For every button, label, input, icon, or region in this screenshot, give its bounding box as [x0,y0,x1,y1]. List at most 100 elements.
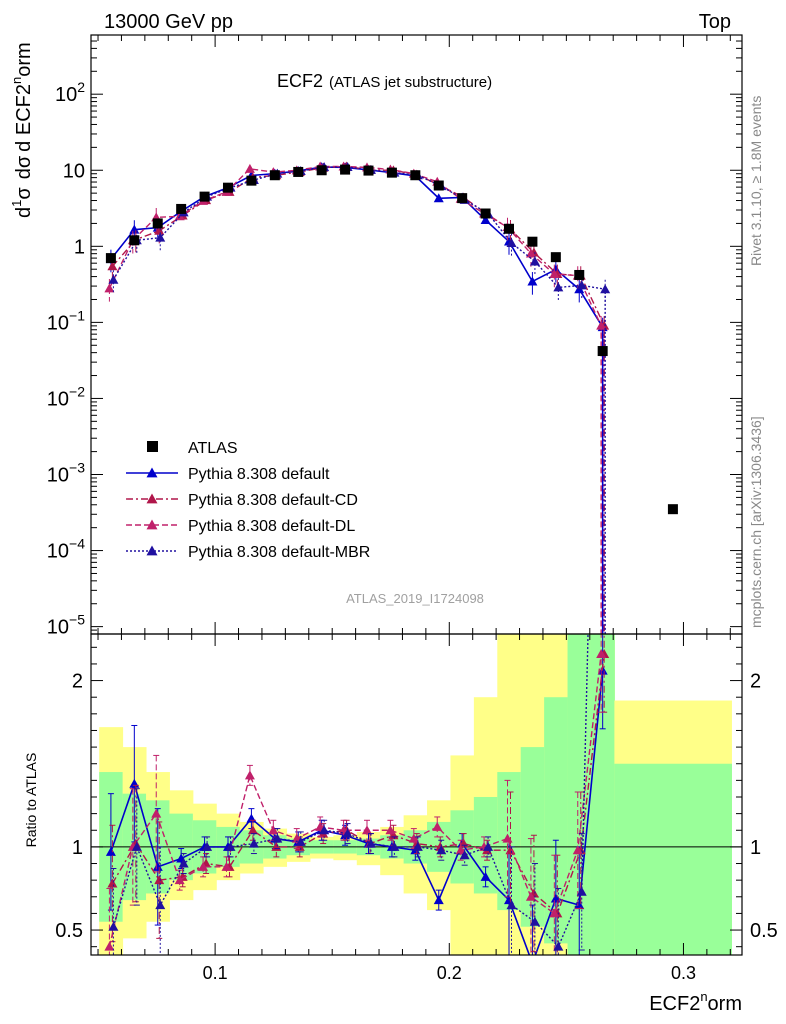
ratio-point-dashdot [247,825,258,835]
legend-label: ATLAS [188,440,238,457]
main-y-tick-label: 10−5 [47,612,85,639]
ratio-point-solid [246,813,257,823]
data-point-atlas [293,166,304,177]
legend-marker-dotted [146,545,158,556]
main-y-tick-label: 10 [63,160,85,182]
legend-marker-dashdot [146,493,158,504]
chart-subtitle: (ATLAS jet substructure) [329,74,492,91]
main-point-dashed [104,283,115,293]
ratio-point-dashed [268,825,279,835]
ratio-point-dotted [365,838,376,848]
x-tick-label: 0.2 [437,963,462,983]
data-point-atlas [480,208,491,219]
main-y-tick-label: 1 [74,236,85,258]
main-point-dashdot [154,225,165,235]
data-point-atlas [597,346,608,357]
main-line-dashed [108,165,602,634]
ratio-point-dotted [412,841,423,851]
header-energy: 13000 GeV pp [104,11,233,33]
mcplots-credit: mcplots.cern.ch [arXiv:1306.3436] [748,416,764,628]
ratio-point-dotted [436,845,447,855]
ratio-y-tick-label-right: 1 [750,837,761,859]
data-point-atlas [550,252,561,263]
main-point-dashed [525,248,536,258]
band-inner-bin [567,634,592,955]
ratio-y-tick-label-right: 0.5 [750,920,778,942]
main-point-dashed [549,269,560,279]
ratio-frame [90,633,743,956]
svg-text:Rivet 3.1.10, ≥ 1.8M events: Rivet 3.1.10, ≥ 1.8M events [748,96,764,266]
ratio-point-dashdot [154,875,165,885]
main-point-dotted [155,232,166,242]
main-point-dotted [553,282,564,292]
main-point-solid [433,193,444,203]
ratio-point-dotted [225,841,236,851]
data-point-atlas [386,167,397,178]
ratio-point-dashed [455,845,466,855]
ratio-line-dashdot [111,653,605,915]
main-point-dashed [596,320,607,330]
legend-label: Pythia 8.308 default [188,466,330,483]
main-y-tick-label: 10−4 [47,536,85,563]
ratio-point-dotted [483,841,494,851]
ratio-point-dotted [576,886,587,896]
legend-marker-solid [146,467,158,478]
ratio-y-tick-label-right: 2 [750,671,761,693]
legend-label: Pythia 8.308 default-DL [188,518,355,535]
ratio-point-dashed [525,891,536,901]
data-point-atlas [457,193,468,204]
ratio-point-dashdot [107,878,118,888]
ratio-point-solid [480,871,491,881]
ratio-point-dotted [459,850,470,860]
svg-text:d1σdσd ECF2norm: d1σdσd ECF2norm [9,42,35,218]
ratio-line-solid [110,670,604,955]
ratio-point-solid [105,846,116,856]
ratio-uncertainty-bands [91,634,742,955]
data-point-atlas [527,236,538,247]
main-y-tick-label: 102 [55,79,85,106]
axes-layer: 10−5 10−4 10−3 10−2 10−1 1 10 102 0.1 0.2 0.3 0.5 0.… [47,34,778,983]
ratio-point-dotted [319,825,330,835]
ratio-point-dashed [361,825,372,835]
ratio-point-dashed [549,908,560,918]
data-point-atlas [176,203,187,214]
chart-title-text: ECF2 [277,71,323,91]
data-point-atlas [667,504,678,515]
ratio-line-dotted [112,634,589,948]
data-point-atlas [316,165,327,176]
ratio-point-dotted [178,858,189,868]
ratio-point-solid [550,893,561,903]
ratio-point-dashed [596,648,607,658]
data-point-atlas [152,218,163,229]
analysis-id: ATLAS_2019_I1724098 [346,591,484,606]
ratio-point-dotted [272,833,283,843]
data-point-atlas [199,191,210,202]
ratio-point-dashed [244,770,255,780]
ratio-point-dotted [553,941,564,951]
ratio-point-dashed [174,875,185,885]
ratio-point-dotted [342,828,353,838]
ratio-point-dotted [248,838,259,848]
data-point-atlas [574,269,585,280]
y-axis-label: d1σdσd ECF2norm [9,42,35,218]
ratio-point-dashed [151,808,162,818]
ratio-point-dotted [202,841,213,851]
band-inner-bin [614,763,732,955]
ratio-point-dashed [408,833,419,843]
ratio-point-dashed [385,825,396,835]
legend-label: Pythia 8.308 default-CD [188,492,358,509]
main-y-tick-label: 10−1 [47,307,85,334]
svg-text:mcplots.cern.ch [arXiv:1306.34: mcplots.cern.ch [arXiv:1306.3436] [748,416,764,628]
ratio-point-dashed [198,861,209,871]
x-tick-label: 0.1 [203,963,228,983]
main-point-dashed [244,163,255,173]
ratio-point-dashed [502,833,513,843]
ratio-series-layer [104,634,610,955]
data-point-atlas [433,180,444,191]
ratio-y-tick-label: 1 [72,837,83,859]
data-point-atlas [129,235,140,246]
legend-label: Pythia 8.308 default-MBR [188,544,370,561]
ratio-line-dashed [108,653,602,947]
data-point-atlas [363,165,374,176]
data-point-atlas [105,253,116,264]
